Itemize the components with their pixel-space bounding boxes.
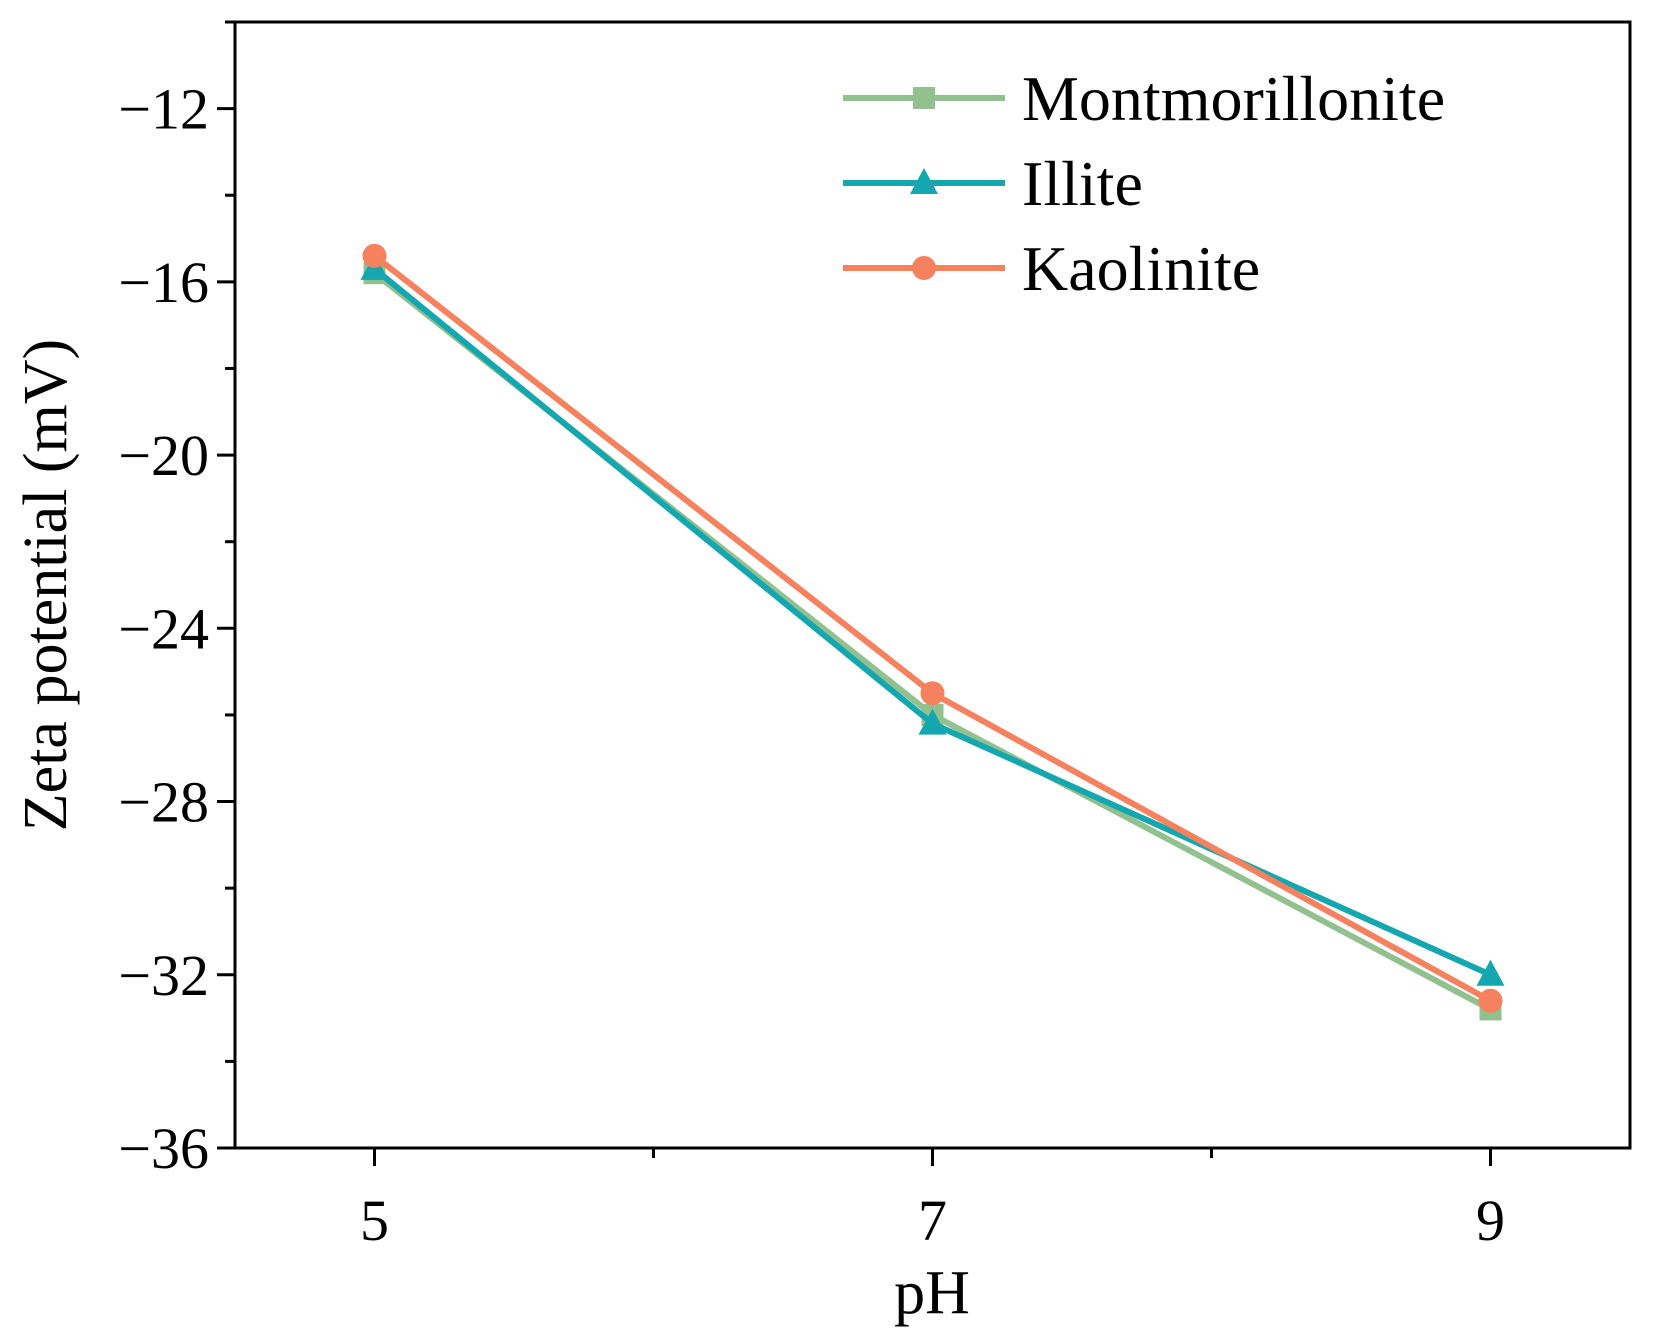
y-tick-label: −16 xyxy=(118,250,209,315)
x-tick-label: 9 xyxy=(1476,1188,1505,1253)
legend-marker-montmorillonite xyxy=(913,87,935,109)
y-tick-label: −28 xyxy=(118,770,209,835)
y-axis-label: Zeta potential (mV) xyxy=(12,339,80,831)
legend-item-montmorillonite: Montmorillonite xyxy=(843,63,1445,134)
legend-item-kaolinite: Kaolinite xyxy=(843,233,1260,304)
y-tick-label: −12 xyxy=(118,77,209,142)
x-axis-label: pH xyxy=(894,1259,970,1327)
y-tick-label: −20 xyxy=(118,423,209,488)
data-point-kaolinite xyxy=(920,681,945,706)
legend-marker-illite xyxy=(910,168,938,194)
legend-label-kaolinite: Kaolinite xyxy=(1022,233,1260,304)
data-point-illite xyxy=(918,708,947,735)
series-line-kaolinite xyxy=(372,253,1492,1004)
series-line-illite xyxy=(372,266,1492,978)
legend: Montmorillonite Illite Kaolinite xyxy=(843,63,1445,304)
legend-label-illite: Illite xyxy=(1022,148,1143,219)
x-tick-label: 7 xyxy=(918,1188,947,1253)
y-axis-ticks: −12 −16 −20 −24 −28 −32 −36 xyxy=(118,20,235,1181)
legend-label-montmorillonite: Montmorillonite xyxy=(1022,63,1445,134)
y-tick-label: −36 xyxy=(118,1116,209,1181)
data-point-kaolinite xyxy=(1478,988,1503,1013)
series-kaolinite xyxy=(362,243,1503,1013)
legend-marker-kaolinite xyxy=(912,256,936,280)
legend-item-illite: Illite xyxy=(843,148,1143,219)
x-tick-label: 5 xyxy=(360,1188,389,1253)
y-tick-label: −24 xyxy=(118,596,209,661)
data-point-kaolinite xyxy=(362,243,387,268)
series-illite xyxy=(360,253,1505,986)
y-tick-label: −32 xyxy=(118,943,209,1008)
plot-frame xyxy=(233,20,1632,1150)
series-montmorillonite xyxy=(363,262,1502,1021)
data-point-illite xyxy=(1476,959,1505,986)
series-layer xyxy=(360,243,1505,1021)
x-axis-ticks: 5 7 9 xyxy=(360,1148,1505,1253)
